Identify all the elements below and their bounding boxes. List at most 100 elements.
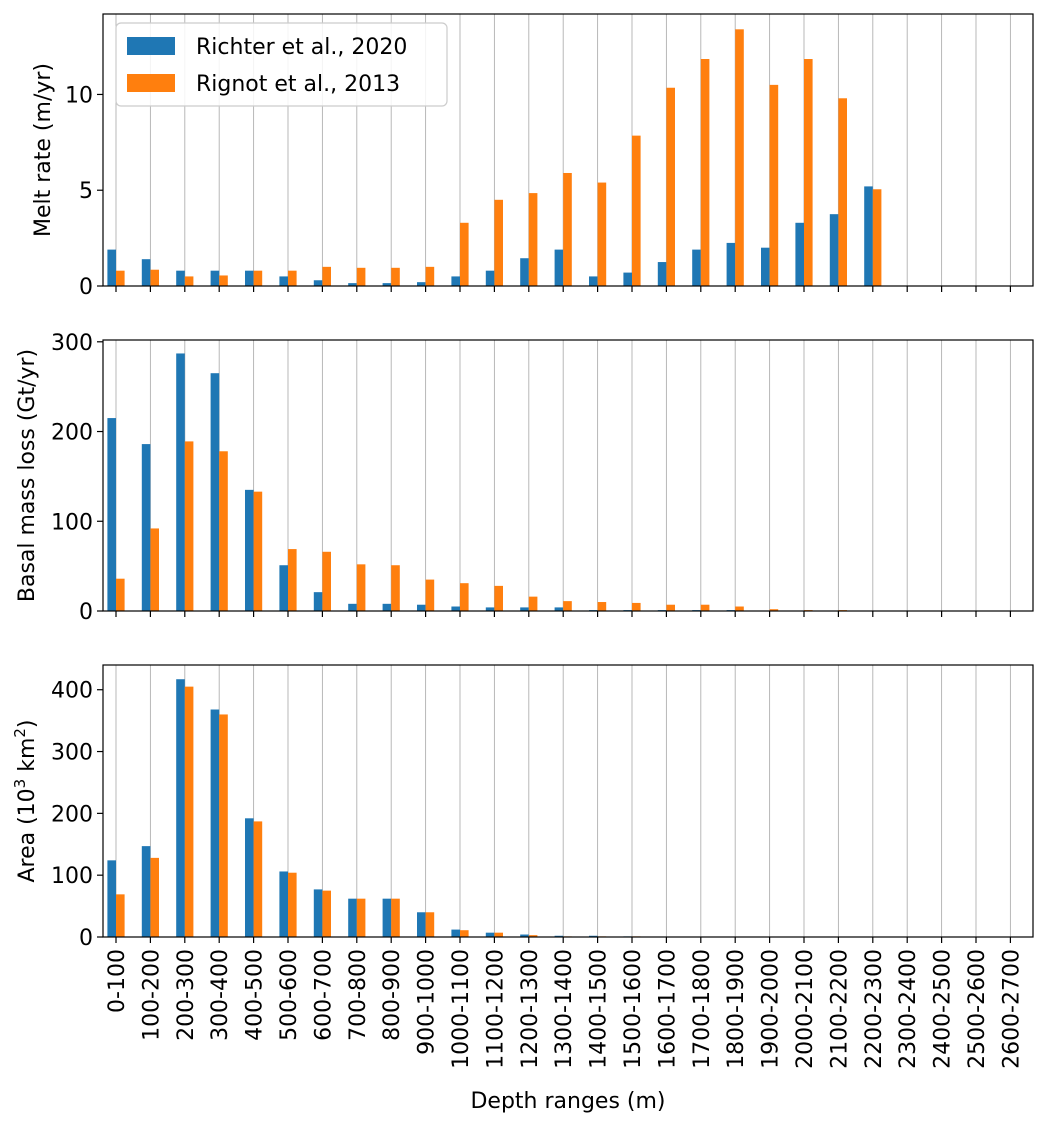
- richter-bar-1200-1300: [520, 607, 529, 611]
- richter-bar-300-400: [210, 373, 220, 611]
- richter-bar-0-100: [107, 249, 116, 286]
- axes-frame: [102, 339, 1034, 612]
- richter-bar-700-800: [348, 898, 357, 937]
- rignot-bar-300-400: [219, 714, 228, 937]
- richter-bar-200-300: [176, 353, 185, 611]
- rignot-bar-800-900: [391, 267, 400, 286]
- richter-bar-400-500: [245, 489, 254, 611]
- x-tick-label: 1500-1600: [621, 949, 646, 1069]
- rignot-bar-0-100: [116, 270, 125, 286]
- richter-bar-800-900: [382, 603, 392, 611]
- y-tick-label: 10: [65, 83, 93, 108]
- richter-bar-1800-1900: [726, 242, 736, 286]
- x-tick-label: 1300-1400: [552, 949, 577, 1069]
- y-tick-label: 200: [51, 802, 93, 827]
- rignot-bar-1500-1600: [632, 135, 641, 286]
- x-tick-label: 900-1000: [415, 949, 440, 1055]
- richter-bar-2100-2200: [829, 214, 839, 286]
- rignot-bar-1900-2000: [769, 84, 779, 287]
- x-tick-label: 300-400: [208, 949, 233, 1041]
- y-tick-label: 0: [79, 926, 93, 951]
- rignot-bar-1400-1500: [597, 602, 607, 611]
- richter-bar-2000-2100: [795, 222, 804, 286]
- rignot-bar-200-300: [184, 441, 194, 611]
- y-tick-label: 0: [79, 600, 93, 625]
- x-tick-label: 800-900: [380, 949, 405, 1041]
- legend-label-rignot: Rignot et al., 2013: [196, 72, 400, 97]
- richter-bar-900-1000: [417, 282, 426, 286]
- rignot-bar-900-1000: [425, 266, 435, 286]
- rignot-bar-300-400: [219, 275, 228, 286]
- rignot-bar-1200-1300: [528, 193, 538, 286]
- richter-bar-100-200: [141, 444, 151, 611]
- y-axis-label-part: 2: [11, 728, 29, 738]
- y-tick-label: 0: [79, 275, 93, 300]
- rignot-bar-500-600: [288, 872, 297, 937]
- richter-bar-1200-1300: [520, 258, 529, 286]
- richter-bar-1300-1400: [554, 935, 564, 937]
- legend-box: [115, 22, 448, 107]
- y-tick-label: 200: [51, 421, 93, 446]
- y-tick-label: 300: [51, 741, 93, 766]
- area-panel: 0 100 200 300 400 Area (103 km2) 0-100 100-200 2…: [11, 664, 1034, 1069]
- richter-bar-800-900: [382, 283, 392, 286]
- richter-bar-100-200: [141, 259, 151, 286]
- x-tick-label: 2400-2500: [931, 949, 956, 1069]
- x-tick-label: 600-700: [311, 949, 336, 1041]
- x-tick-label: 1000-1100: [449, 949, 474, 1069]
- rignot-bar-1600-1700: [666, 604, 675, 611]
- rignot-bar-100-200: [150, 857, 159, 937]
- richter-bar-200-300: [176, 679, 185, 937]
- rignot-bar-600-700: [322, 551, 331, 611]
- richter-bar-0-100: [107, 418, 116, 611]
- rignot-bar-2000-2100: [804, 59, 813, 286]
- richter-bar-1700-1800: [692, 249, 701, 286]
- richter-bar-200-300: [176, 270, 185, 286]
- x-tick-label: 2300-2400: [896, 949, 921, 1069]
- rignot-bar-0-100: [116, 894, 125, 937]
- richter-bar-1000-1100: [451, 276, 460, 286]
- rignot-bar-900-1000: [425, 912, 435, 937]
- rignot-bar-1100-1200: [494, 932, 503, 937]
- richter-bar-1600-1700: [657, 262, 667, 286]
- richter-bar-1300-1400: [554, 249, 564, 286]
- richter-bar-1300-1400: [554, 607, 564, 611]
- rignot-bar-1000-1100: [460, 583, 469, 611]
- rignot-bar-2100-2200: [838, 98, 847, 286]
- rignot-bar-1800-1900: [735, 29, 744, 286]
- y-tick-label: 100: [51, 864, 93, 889]
- x-tick-label: 1100-1200: [483, 949, 508, 1069]
- x-tick-label: 500-600: [277, 949, 302, 1041]
- richter-bar-500-600: [279, 871, 288, 937]
- y-tick-label: 100: [51, 510, 93, 535]
- rignot-bar-500-600: [288, 549, 297, 611]
- rignot-bar-1700-1800: [700, 59, 710, 286]
- rignot-bar-1200-1300: [528, 596, 538, 611]
- axes-frame: [102, 13, 1034, 287]
- rignot-bar-900-1000: [425, 579, 435, 611]
- richter-bar-400-500: [245, 818, 254, 937]
- y-axis-label-part: km: [15, 738, 40, 779]
- rignot-bar-1000-1100: [460, 222, 469, 286]
- y-tick-label: 400: [51, 679, 93, 704]
- richter-bar-2200-2300: [864, 186, 873, 286]
- richter-bar-1900-2000: [761, 247, 770, 286]
- rignot-bar-1000-1100: [460, 930, 469, 937]
- x-tick-label: 2200-2300: [862, 949, 887, 1069]
- richter-bar-300-400: [210, 709, 220, 937]
- legend: Richter et al., 2020 Rignot et al., 2013: [115, 22, 448, 107]
- rignot-bar-200-300: [184, 276, 194, 286]
- richter-bar-700-800: [348, 283, 357, 286]
- y-axis-label: Basal mass loss (Gt/yr): [15, 349, 40, 602]
- x-tick-label: 2100-2200: [827, 949, 852, 1069]
- x-tick-label: 1900-2000: [759, 949, 784, 1069]
- richter-bar-1200-1300: [520, 934, 529, 937]
- rignot-bar-2200-2300: [872, 189, 882, 286]
- richter-bar-300-400: [210, 270, 220, 286]
- richter-bar-800-900: [382, 898, 392, 937]
- richter-bar-0-100: [107, 860, 116, 937]
- richter-bar-400-500: [245, 270, 254, 286]
- y-axis-label-part: 3: [11, 779, 29, 789]
- rignot-bar-1300-1400: [563, 172, 572, 286]
